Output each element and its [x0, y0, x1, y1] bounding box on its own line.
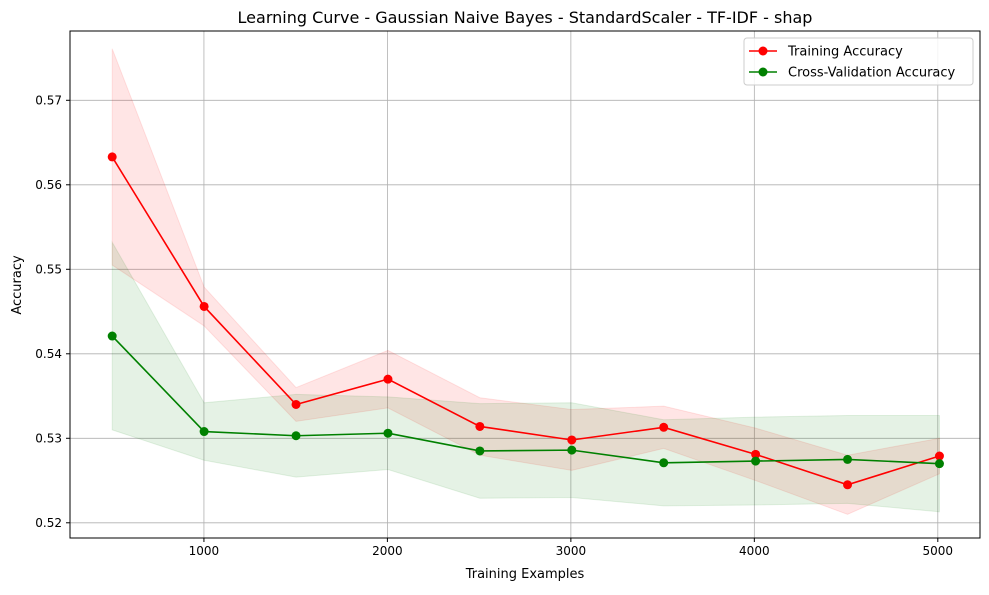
- data-point: [843, 454, 853, 464]
- x-axis-label: Training Examples: [465, 567, 585, 582]
- x-tick-label: 3000: [556, 544, 587, 558]
- grid: [70, 31, 980, 538]
- legend: Training Accuracy Cross-Validation Accura…: [743, 37, 974, 86]
- y-axis-ticks: 0.52 0.53 0.54 0.55 0.56 0.57: [35, 93, 70, 530]
- data-point: [475, 421, 485, 431]
- legend-box: [743, 37, 974, 86]
- data-point: [567, 435, 577, 445]
- legend-label: Training Accuracy: [787, 45, 903, 60]
- data-point: [567, 445, 577, 455]
- series-line: [111, 156, 940, 486]
- data-point: [107, 152, 117, 162]
- data-point: [383, 374, 393, 384]
- x-tick-label: 1000: [189, 544, 220, 558]
- x-tick-label: 4000: [739, 544, 770, 558]
- data-point: [199, 301, 209, 311]
- legend-entries: Training Accuracy Cross-Validation Accura…: [749, 45, 956, 81]
- legend-marker: [758, 67, 768, 77]
- confidence-band: [111, 240, 940, 513]
- data-point: [751, 449, 761, 459]
- x-tick-label: 2000: [372, 544, 403, 558]
- chart-title: Learning Curve - Gaussian Naive Bayes - …: [238, 8, 813, 27]
- data-point: [291, 431, 301, 441]
- plot-frame: [69, 30, 981, 539]
- legend-label: Cross-Validation Accuracy: [788, 66, 956, 81]
- y-tick-label: 0.54: [35, 347, 62, 361]
- data-point: [843, 480, 853, 490]
- series-markers: [107, 152, 944, 490]
- y-tick-label: 0.57: [35, 93, 62, 107]
- x-axis-ticks: 1000 2000 3000 4000 5000: [189, 538, 953, 558]
- data-point: [751, 456, 761, 466]
- data-point: [659, 458, 669, 468]
- series-line: [111, 335, 940, 465]
- y-axis-label: Accuracy: [10, 255, 25, 315]
- data-point: [934, 459, 944, 469]
- data-point: [659, 422, 669, 432]
- data-point: [291, 399, 301, 409]
- data-point: [934, 451, 944, 461]
- legend-marker: [758, 46, 768, 56]
- series-lines: [111, 156, 940, 486]
- y-tick-label: 0.52: [35, 516, 62, 530]
- y-tick-label: 0.56: [35, 178, 62, 192]
- y-tick-label: 0.55: [35, 262, 62, 276]
- data-point: [475, 446, 485, 456]
- data-point: [383, 428, 393, 438]
- x-tick-label: 5000: [923, 544, 954, 558]
- data-point: [199, 427, 209, 437]
- data-point: [107, 331, 117, 341]
- y-tick-label: 0.53: [35, 431, 62, 445]
